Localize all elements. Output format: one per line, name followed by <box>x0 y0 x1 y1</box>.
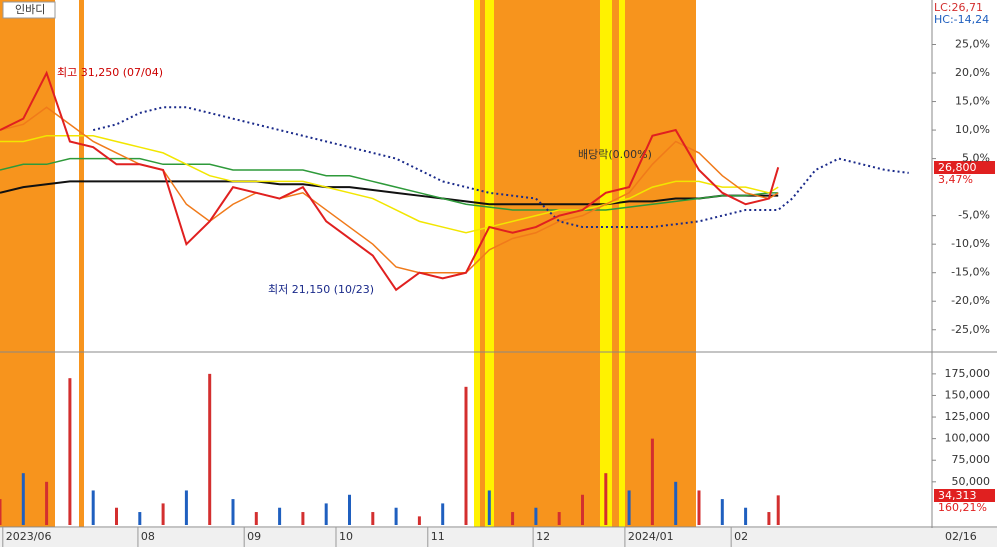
x-tick-label: 2024/01 <box>628 530 674 543</box>
volume-bar <box>417 516 421 525</box>
volume-tag <box>934 489 995 502</box>
volume-bar <box>720 499 724 525</box>
series-line <box>92 106 909 229</box>
x-tick-label: 2023/06 <box>6 530 52 543</box>
volume-bar <box>371 512 375 525</box>
y-tick-label: -25,0% <box>951 323 990 336</box>
series-line <box>0 135 779 234</box>
volume-bar <box>441 503 445 525</box>
volume-bar <box>604 473 608 525</box>
volume-bar <box>254 512 258 525</box>
change-label: 3,47% <box>938 173 973 186</box>
volume-bar <box>348 494 351 525</box>
zone <box>0 0 55 527</box>
volume-bar <box>115 507 118 525</box>
x-tick-label: 02 <box>734 530 748 543</box>
series-line <box>0 180 779 206</box>
volume-bar <box>161 503 165 525</box>
series-line <box>0 70 780 292</box>
x-axis-band <box>0 528 997 547</box>
y-tick-label: 15,0% <box>955 95 990 108</box>
volume-bar <box>776 495 780 525</box>
price-label: 26,800 <box>938 161 977 174</box>
volume-bar <box>208 373 212 525</box>
volume-bar <box>674 481 678 525</box>
y-tick-label: 125,000 <box>945 410 991 423</box>
volume-bar <box>301 512 305 525</box>
x-tick-label: 08 <box>141 530 155 543</box>
zone <box>619 0 625 527</box>
series-line <box>0 157 779 211</box>
y-tick-label: 100,000 <box>945 432 991 445</box>
volume-label: 34,313 <box>938 489 977 502</box>
y-tick-label: -20,0% <box>951 294 990 307</box>
volume-bar <box>744 507 748 525</box>
volume-bar <box>627 490 631 525</box>
y-tick-label: 5,0% <box>962 152 990 165</box>
zone <box>625 0 696 527</box>
x-tick-label: 09 <box>247 530 261 543</box>
volume-bar <box>581 494 584 525</box>
volume-bar <box>324 503 328 525</box>
series-line <box>0 106 779 274</box>
volume-bar <box>278 507 282 525</box>
y-tick-label: -10,0% <box>951 237 990 250</box>
y-tick-label: -15,0% <box>951 266 990 279</box>
zone <box>494 0 600 527</box>
volume-bar <box>184 490 188 525</box>
zone <box>480 0 485 527</box>
y-tick-label: 20,0% <box>955 66 990 79</box>
y-tick-label: 25,0% <box>955 37 990 50</box>
y-tick-label: 150,000 <box>945 388 991 401</box>
volume-bar <box>394 507 398 525</box>
x-tick-label: 10 <box>339 530 353 543</box>
zone <box>79 0 84 527</box>
volume-bar <box>21 473 25 525</box>
y-tick-label: 175,000 <box>945 367 991 380</box>
volume-bar <box>697 490 701 525</box>
volume-bar <box>511 512 515 525</box>
highlight-zones <box>0 0 696 527</box>
y-tick-label: 75,000 <box>952 453 991 466</box>
lc-label: LC:26,71 <box>934 1 983 14</box>
volume-bar <box>45 481 49 525</box>
x-tick-label: 11 <box>431 530 445 543</box>
volume-bar <box>68 378 72 525</box>
volume-bar <box>534 507 538 525</box>
x-tick-label: 12 <box>536 530 550 543</box>
y-tick-label: -5,0% <box>958 209 990 222</box>
volume-bar <box>464 386 468 525</box>
ratio-label: 160,21% <box>938 501 987 514</box>
zone <box>612 0 619 527</box>
dividend-label: 배당락(0.00%) <box>578 148 652 161</box>
y-tick-label: 10,0% <box>955 123 990 136</box>
volume-bar <box>231 499 235 525</box>
volume-bar <box>557 512 561 525</box>
volume-bar <box>650 438 654 525</box>
hc-label: HC:-14,24 <box>934 13 989 26</box>
zone <box>600 0 612 527</box>
volume-bar <box>767 512 771 525</box>
volume-bar <box>91 490 95 525</box>
y-tick-label: 50,000 <box>952 475 991 488</box>
date-label: 02/16 <box>945 530 977 543</box>
volume-bar <box>487 490 491 525</box>
high-label: 최고 31,250 (07/04) <box>57 66 163 79</box>
low-label: 최저 21,150 (10/23) <box>268 283 374 296</box>
volume-bar <box>0 499 2 525</box>
chart-title: 인바디 <box>15 3 45 16</box>
price-tag <box>934 161 995 174</box>
title-box <box>2 1 56 19</box>
volume-bar <box>138 512 142 525</box>
